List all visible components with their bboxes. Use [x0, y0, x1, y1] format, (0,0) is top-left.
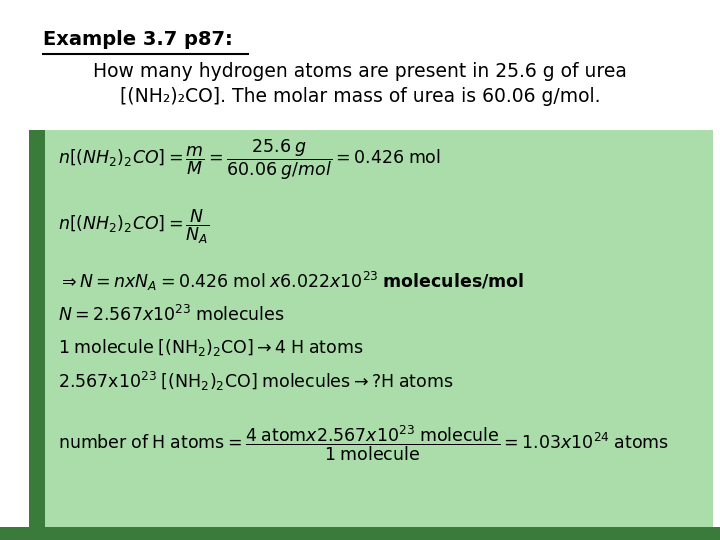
Text: $n[(NH_2)_2CO] = \dfrac{N}{N_A}$: $n[(NH_2)_2CO] = \dfrac{N}{N_A}$ — [58, 208, 210, 246]
Text: $\mathrm{1\;molecule\;[(NH_2)_2CO] \rightarrow 4\;H\;atoms}$: $\mathrm{1\;molecule\;[(NH_2)_2CO] \righ… — [58, 338, 363, 359]
FancyBboxPatch shape — [0, 526, 720, 540]
Text: $\mathrm{2.567x10^{23}\;[(NH_2)_2CO]\;molecules \rightarrow ?H\;atoms}$: $\mathrm{2.567x10^{23}\;[(NH_2)_2CO]\;mo… — [58, 370, 453, 393]
Text: Example 3.7 p87:: Example 3.7 p87: — [43, 30, 233, 49]
FancyBboxPatch shape — [29, 130, 45, 529]
Text: How many hydrogen atoms are present in 25.6 g of urea: How many hydrogen atoms are present in 2… — [93, 62, 627, 81]
FancyBboxPatch shape — [29, 130, 713, 529]
Text: $n[(NH_2)_2CO] = \dfrac{m}{M} = \dfrac{25.6\;g}{60.06\;g/mol} = 0.426\;\mathrm{m: $n[(NH_2)_2CO] = \dfrac{m}{M} = \dfrac{2… — [58, 138, 441, 182]
Text: [(NH₂)₂CO]. The molar mass of urea is 60.06 g/mol.: [(NH₂)₂CO]. The molar mass of urea is 60… — [120, 87, 600, 106]
Text: $\mathrm{number\;of\;H\;atoms} = \dfrac{4\;\mathrm{atom}x2.567x10^{23}\;\mathrm{: $\mathrm{number\;of\;H\;atoms} = \dfrac{… — [58, 424, 669, 463]
Text: $\Rightarrow N = nxN_A = 0.426\;\mathrm{mol}\;x6.022x10^{23}\;\mathbf{molecules/: $\Rightarrow N = nxN_A = 0.426\;\mathrm{… — [58, 270, 524, 293]
Text: $N = 2.567x10^{23}\;\mathrm{molecules}$: $N = 2.567x10^{23}\;\mathrm{molecules}$ — [58, 305, 284, 325]
